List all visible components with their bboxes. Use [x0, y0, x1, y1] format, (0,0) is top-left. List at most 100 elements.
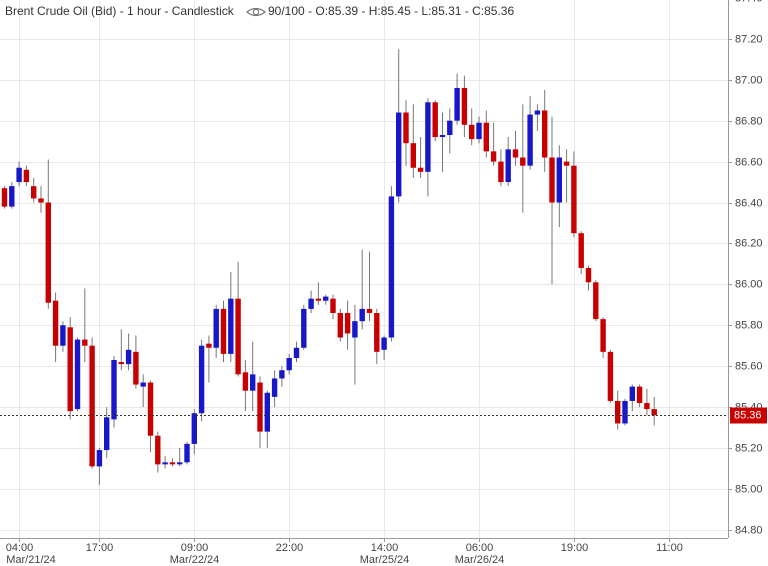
x-tick-label: 19:00	[561, 542, 589, 554]
candle-body	[177, 462, 183, 465]
candle-body	[220, 308, 227, 354]
candle-body	[381, 337, 387, 350]
candle-body	[461, 87, 468, 125]
visibility-icon[interactable]	[246, 7, 266, 17]
x-tick-label: 06:00	[466, 542, 494, 554]
candle-body	[490, 151, 497, 162]
x-date-label: Mar/26/24	[455, 554, 505, 566]
candle-body	[505, 149, 511, 183]
x-tick-label: 11:00	[656, 542, 683, 554]
y-tick-label: 85.00	[735, 483, 763, 495]
candle-body	[74, 339, 81, 410]
candle-body	[447, 120, 453, 136]
grid	[0, 0, 728, 538]
x-date-label: Mar/22/24	[170, 554, 220, 566]
candle-body	[374, 312, 380, 352]
candle-body	[344, 312, 351, 334]
candle-body	[534, 110, 541, 115]
x-tick-label: 17:00	[86, 542, 114, 554]
x-tick-label: 14:00	[371, 542, 399, 554]
candle-body	[636, 386, 643, 403]
candle-body	[89, 345, 95, 467]
y-tick-label: 86.40	[735, 197, 763, 209]
x-date-label: Mar/25/24	[360, 554, 410, 566]
last-price-label: 85.36	[734, 409, 762, 421]
candle-body	[155, 435, 161, 465]
y-tick-label: 87.20	[735, 33, 763, 45]
y-tick-label: 85.80	[735, 319, 763, 331]
y-tick-label: 86.00	[735, 278, 763, 290]
candle-body	[301, 308, 307, 348]
candle-body	[520, 157, 526, 166]
candle-body	[483, 122, 489, 152]
y-tick-label: 84.80	[735, 524, 763, 536]
candle-body	[512, 149, 519, 158]
candle-body	[352, 321, 358, 338]
candle-body	[16, 167, 22, 183]
candle-body	[52, 300, 59, 346]
candle-body	[264, 392, 270, 432]
candle-body	[593, 282, 599, 320]
candle-body	[147, 382, 154, 436]
candle-body	[1, 188, 8, 207]
candle-body	[403, 112, 409, 144]
candle-body	[410, 143, 416, 168]
x-date-label: Mar/21/24	[6, 554, 56, 566]
ohlc-info: 90/100 - O:85.39 - H:85.45 - L:85.31 - C…	[268, 4, 514, 18]
candle-body	[600, 319, 606, 352]
candle-body	[104, 417, 110, 451]
candle-body	[279, 370, 285, 379]
candle-body	[257, 382, 263, 432]
candle-body	[439, 135, 446, 138]
candle-body	[563, 161, 570, 166]
candle-body	[228, 298, 234, 354]
candle-body	[571, 165, 577, 234]
candle-body	[125, 349, 132, 365]
candle-body	[118, 362, 124, 365]
candle-body	[140, 382, 146, 387]
candle-body	[250, 374, 256, 391]
candle-body	[45, 202, 51, 303]
candle-body	[469, 124, 475, 140]
y-tick-label: 86.20	[735, 237, 763, 249]
candle-body	[82, 339, 88, 346]
candle-body	[615, 400, 621, 424]
candle-body	[629, 386, 635, 401]
candle-body	[60, 325, 66, 346]
chart-title: Brent Crude Oil (Bid) - 1 hour - Candles…	[5, 4, 235, 18]
candle-body	[432, 102, 438, 138]
candle-body	[498, 161, 504, 183]
candle-body	[417, 167, 424, 172]
candle-body	[527, 114, 533, 166]
candle-body	[388, 196, 395, 338]
candle-body	[23, 169, 30, 183]
candle-body	[585, 267, 592, 283]
candle-body	[330, 298, 336, 313]
candle-body	[38, 198, 44, 203]
candle-body	[366, 308, 373, 313]
y-tick-label: 85.20	[735, 442, 763, 454]
y-tick-label: 86.60	[735, 156, 763, 168]
y-tick-label: 87.40	[735, 0, 763, 4]
candle-body	[359, 308, 365, 322]
last-price-box	[730, 407, 767, 424]
candle-body	[169, 462, 176, 465]
candle-body	[644, 402, 650, 410]
candle-body	[454, 87, 460, 121]
candle-body	[337, 312, 343, 338]
candle-body	[476, 122, 482, 140]
y-tick-label: 85.60	[735, 360, 763, 372]
candle-body	[315, 298, 322, 301]
candle-body	[323, 296, 329, 301]
candle-body	[549, 157, 555, 203]
candle-body	[651, 409, 657, 416]
candle-body	[308, 298, 314, 309]
candle-body	[31, 186, 37, 199]
candle-body	[271, 378, 278, 397]
candle-body	[191, 413, 197, 444]
candle-body	[111, 360, 117, 420]
candle-body	[542, 110, 548, 158]
candle-body	[198, 345, 205, 414]
candle-body	[622, 400, 628, 424]
